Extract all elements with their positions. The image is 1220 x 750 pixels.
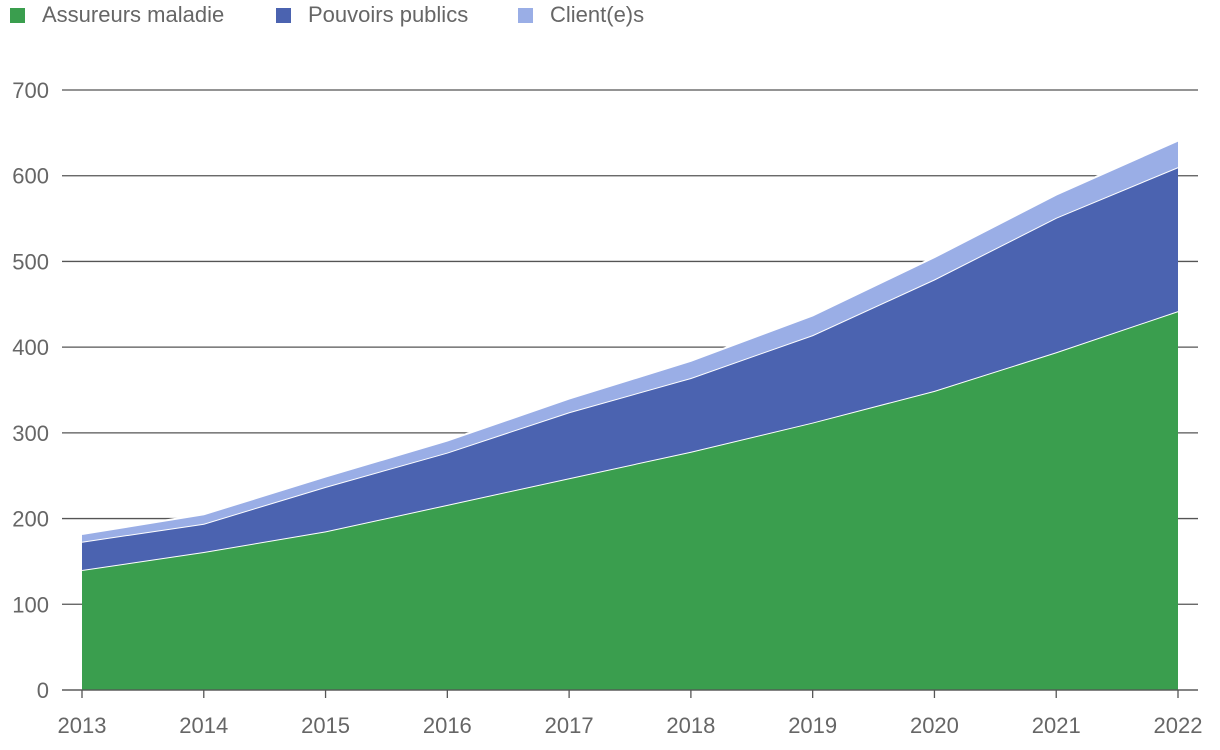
y-axis: 0 100 200 300 400 500 600 700 bbox=[12, 78, 49, 703]
x-tick-label: 2016 bbox=[423, 713, 472, 738]
x-tick-label: 2021 bbox=[1032, 713, 1081, 738]
area-pouvoirs-publics bbox=[82, 167, 1178, 570]
x-tick-label: 2013 bbox=[58, 713, 107, 738]
x-tick-label: 2018 bbox=[666, 713, 715, 738]
y-tick-label: 600 bbox=[12, 164, 49, 189]
x-tick-label: 2019 bbox=[788, 713, 837, 738]
legend-swatch bbox=[276, 8, 291, 23]
series-areas bbox=[81, 139, 1179, 690]
x-tick-label: 2022 bbox=[1154, 713, 1203, 738]
legend-label: Pouvoirs publics bbox=[308, 2, 468, 27]
area-top-edge-2 bbox=[81, 139, 1179, 535]
y-tick-label: 400 bbox=[12, 335, 49, 360]
x-tick-label: 2015 bbox=[301, 713, 350, 738]
legend: Assureurs maladie Pouvoirs publics Client(… bbox=[10, 2, 644, 27]
y-tick-label: 100 bbox=[12, 592, 49, 617]
x-axis: 2013 2014 2015 2016 2017 2018 2019 2020 2021 2022 bbox=[58, 689, 1203, 738]
x-tick-label: 2020 bbox=[910, 713, 959, 738]
legend-label: Assureurs maladie bbox=[42, 2, 224, 27]
legend-item: Assureurs maladie bbox=[10, 2, 224, 27]
area-assureurs-maladie bbox=[82, 311, 1178, 690]
legend-swatch bbox=[518, 8, 533, 23]
y-tick-label: 200 bbox=[12, 507, 49, 532]
legend-item: Client(e)s bbox=[518, 2, 644, 27]
x-tick-label: 2014 bbox=[179, 713, 228, 738]
y-tick-label: 700 bbox=[12, 78, 49, 103]
y-tick-label: 0 bbox=[37, 678, 49, 703]
y-tick-label: 500 bbox=[12, 249, 49, 274]
x-tick-label: 2017 bbox=[545, 713, 594, 738]
legend-item: Pouvoirs publics bbox=[276, 2, 468, 27]
legend-label: Client(e)s bbox=[550, 2, 644, 27]
legend-swatch bbox=[10, 8, 25, 23]
y-tick-label: 300 bbox=[12, 421, 49, 446]
